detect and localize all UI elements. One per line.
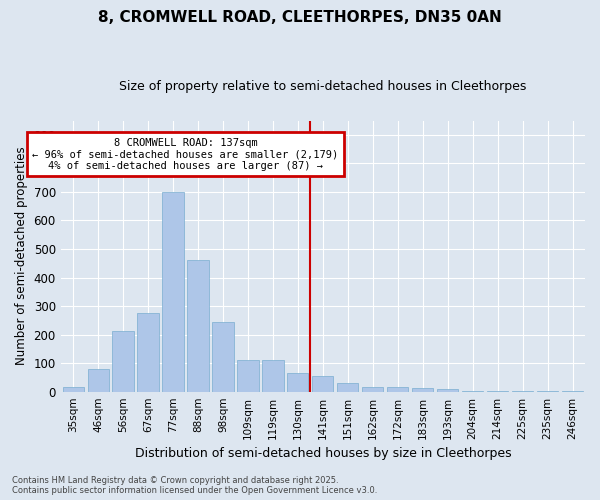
Text: Contains HM Land Registry data © Crown copyright and database right 2025.
Contai: Contains HM Land Registry data © Crown c… bbox=[12, 476, 377, 495]
Bar bbox=[387, 388, 409, 392]
Title: Size of property relative to semi-detached houses in Cleethorpes: Size of property relative to semi-detach… bbox=[119, 80, 527, 93]
Bar bbox=[337, 383, 358, 392]
Text: 8, CROMWELL ROAD, CLEETHORPES, DN35 0AN: 8, CROMWELL ROAD, CLEETHORPES, DN35 0AN bbox=[98, 10, 502, 25]
Bar bbox=[487, 391, 508, 392]
Bar bbox=[362, 386, 383, 392]
Bar bbox=[88, 370, 109, 392]
Bar bbox=[187, 260, 209, 392]
Y-axis label: Number of semi-detached properties: Number of semi-detached properties bbox=[15, 147, 28, 366]
X-axis label: Distribution of semi-detached houses by size in Cleethorpes: Distribution of semi-detached houses by … bbox=[134, 447, 511, 460]
Bar bbox=[163, 192, 184, 392]
Bar bbox=[412, 388, 433, 392]
Bar bbox=[62, 388, 84, 392]
Bar bbox=[212, 322, 233, 392]
Text: 8 CROMWELL ROAD: 137sqm
← 96% of semi-detached houses are smaller (2,179)
4% of : 8 CROMWELL ROAD: 137sqm ← 96% of semi-de… bbox=[32, 138, 338, 171]
Bar bbox=[262, 360, 284, 392]
Bar bbox=[437, 389, 458, 392]
Bar bbox=[287, 373, 308, 392]
Bar bbox=[112, 331, 134, 392]
Bar bbox=[312, 376, 334, 392]
Bar bbox=[462, 391, 483, 392]
Bar bbox=[238, 360, 259, 392]
Bar bbox=[137, 313, 158, 392]
